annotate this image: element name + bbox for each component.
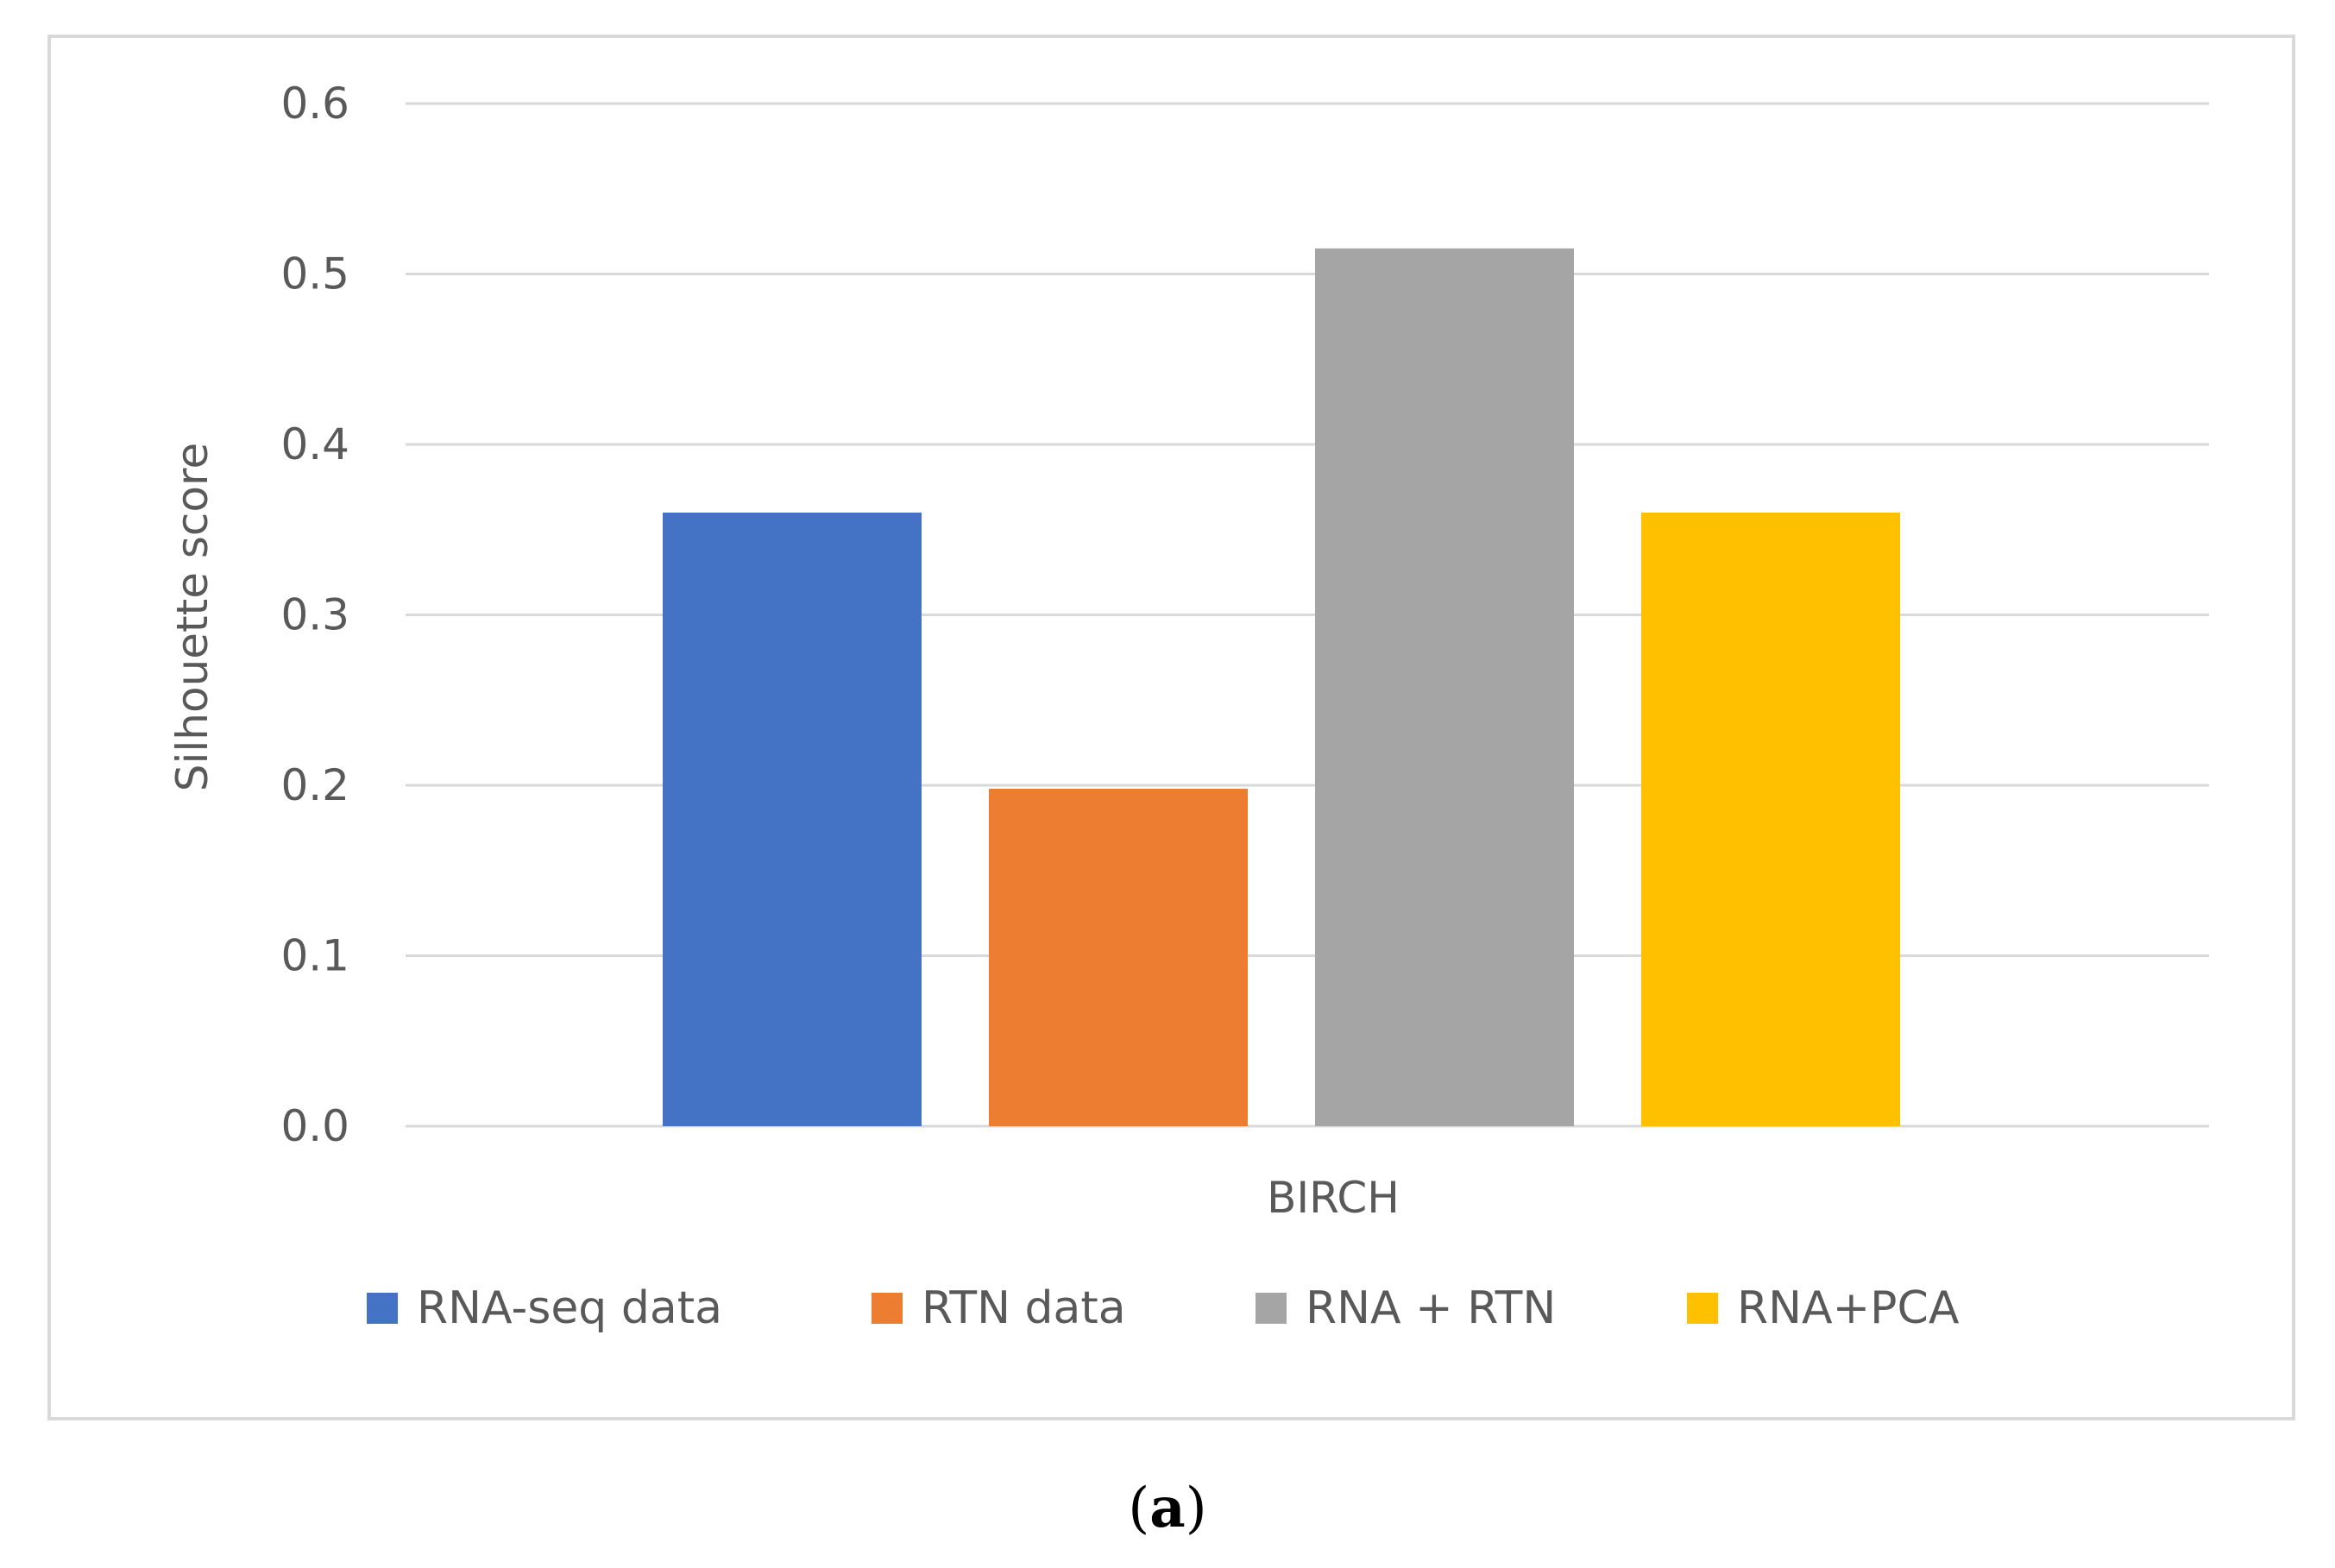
y-tick-label: 0.2	[280, 760, 349, 810]
legend-label: RTN data	[922, 1282, 1126, 1334]
bar-rna-rtn	[1315, 248, 1574, 1126]
legend-swatch	[1256, 1293, 1287, 1324]
bar-rtn-data	[989, 788, 1248, 1126]
legend-item: RNA + RTN	[1256, 1282, 1556, 1334]
legend-label: RNA+PCA	[1737, 1282, 1960, 1334]
y-axis-ticks: 0.0 0.1 0.2 0.3 0.4 0.5 0.6	[280, 79, 349, 1151]
x-category-label: BIRCH	[1267, 1173, 1400, 1223]
legend-swatch	[1687, 1293, 1718, 1324]
y-axis-title: Silhouette score	[167, 443, 217, 791]
legend: RNA-seq data RTN data RNA + RTN RNA+PCA	[367, 1282, 1960, 1334]
bar-chart: 0.0 0.1 0.2 0.3 0.4 0.5 0.6 BIRCH Silhouette s…	[167, 79, 2209, 1334]
bar-rna-seq-data	[663, 513, 922, 1126]
bars	[663, 248, 1900, 1126]
legend-swatch	[872, 1293, 903, 1324]
legend-label: RNA + RTN	[1306, 1282, 1556, 1334]
chart-frame	[47, 35, 2295, 1420]
y-tick-label: 0.5	[280, 249, 349, 299]
legend-swatch	[367, 1293, 398, 1324]
legend-item: RTN data	[872, 1282, 1126, 1334]
legend-item: RNA-seq data	[367, 1282, 722, 1334]
panel-label-open: (	[1128, 1477, 1150, 1540]
legend-label: RNA-seq data	[417, 1282, 722, 1334]
y-tick-label: 0.0	[280, 1101, 349, 1151]
panel-label: (a)	[0, 1476, 2335, 1540]
y-tick-label: 0.6	[280, 79, 349, 129]
x-axis-categories: BIRCH	[1267, 1173, 1400, 1223]
y-tick-label: 0.1	[280, 931, 349, 981]
bar-rna-pca	[1641, 513, 1900, 1126]
y-tick-label: 0.4	[280, 419, 349, 469]
legend-item: RNA+PCA	[1687, 1282, 1960, 1334]
panel-label-close: )	[1185, 1477, 1207, 1540]
panel-label-letter: a	[1149, 1476, 1186, 1540]
y-tick-label: 0.3	[280, 590, 349, 640]
